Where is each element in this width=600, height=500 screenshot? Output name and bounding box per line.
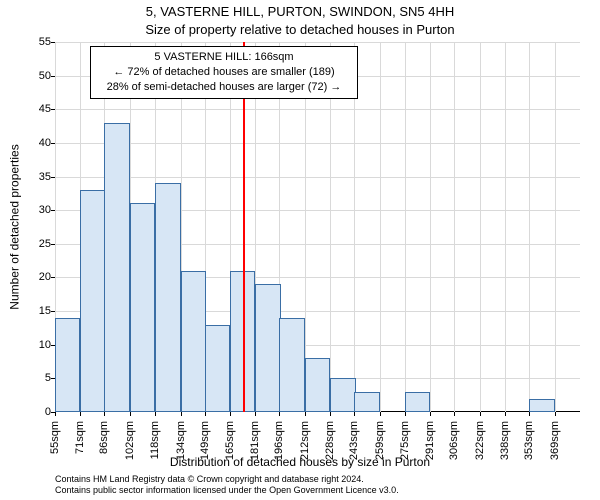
chart-subtitle: Size of property relative to detached ho…	[0, 22, 600, 37]
gridline-v	[380, 42, 381, 412]
xtick-mark	[380, 412, 381, 416]
y-axis-label: Number of detached properties	[8, 42, 22, 412]
ytick-label: 50	[23, 70, 51, 82]
gridline-v	[505, 42, 506, 412]
histogram-bar	[55, 318, 80, 412]
gridline-v	[480, 42, 481, 412]
xtick-mark	[454, 412, 455, 416]
footer: Contains HM Land Registry data © Crown c…	[55, 474, 399, 496]
xtick-mark	[230, 412, 231, 416]
histogram-bar	[330, 378, 355, 412]
ytick-label: 40	[23, 137, 51, 149]
histogram-bar	[279, 318, 304, 412]
annotation-line: ← 72% of detached houses are smaller (18…	[97, 65, 351, 80]
gridline-v	[430, 42, 431, 412]
xtick-mark	[305, 412, 306, 416]
xtick-mark	[529, 412, 530, 416]
xtick-mark	[330, 412, 331, 416]
gridline-h	[55, 109, 580, 110]
ytick-label: 20	[23, 271, 51, 283]
ytick-label: 5	[23, 372, 51, 384]
histogram-bar	[181, 271, 206, 412]
histogram-bar	[354, 392, 379, 412]
xtick-mark	[155, 412, 156, 416]
xtick-label: 55sqm	[49, 421, 61, 454]
xtick-label: 71sqm	[74, 421, 86, 454]
histogram-bar	[305, 358, 330, 412]
xtick-mark	[480, 412, 481, 416]
y-axis-label-text: Number of detached properties	[8, 144, 22, 309]
gridline-v	[454, 42, 455, 412]
xtick-mark	[279, 412, 280, 416]
xtick-mark	[354, 412, 355, 416]
gridline-v	[529, 42, 530, 412]
histogram-bar	[255, 284, 280, 412]
plot-area: 051015202530354045505555sqm71sqm86sqm102…	[55, 42, 580, 412]
xtick-label: 86sqm	[98, 421, 110, 454]
ytick-label: 30	[23, 204, 51, 216]
xtick-mark	[255, 412, 256, 416]
annotation-line: 28% of semi-detached houses are larger (…	[97, 80, 351, 95]
xtick-mark	[104, 412, 105, 416]
gridline-v	[405, 42, 406, 412]
histogram-bar	[80, 190, 105, 412]
histogram-bar	[529, 399, 554, 412]
ytick-label: 25	[23, 238, 51, 250]
histogram-bar	[130, 203, 155, 412]
xtick-mark	[80, 412, 81, 416]
xtick-mark	[430, 412, 431, 416]
x-axis-label: Distribution of detached houses by size …	[0, 455, 600, 469]
histogram-bar	[205, 325, 230, 412]
ytick-label: 45	[23, 103, 51, 115]
chart-container: 5, VASTERNE HILL, PURTON, SWINDON, SN5 4…	[0, 0, 600, 500]
footer-line-1: Contains HM Land Registry data © Crown c…	[55, 474, 399, 485]
gridline-v	[555, 42, 556, 412]
gridline-h	[55, 177, 580, 178]
histogram-bar	[155, 183, 180, 412]
annotation-line: 5 VASTERNE HILL: 166sqm	[97, 50, 351, 65]
xtick-mark	[181, 412, 182, 416]
ytick-label: 35	[23, 171, 51, 183]
xtick-mark	[205, 412, 206, 416]
xtick-mark	[55, 412, 56, 416]
xtick-mark	[130, 412, 131, 416]
xtick-mark	[505, 412, 506, 416]
xtick-mark	[405, 412, 406, 416]
xtick-mark	[555, 412, 556, 416]
ytick-label: 15	[23, 305, 51, 317]
chart-title: 5, VASTERNE HILL, PURTON, SWINDON, SN5 4…	[0, 4, 600, 19]
ytick-label: 55	[23, 36, 51, 48]
histogram-bar	[405, 392, 430, 412]
xtick-label: 118sqm	[149, 421, 161, 459]
ytick-label: 10	[23, 339, 51, 351]
annotation-box: 5 VASTERNE HILL: 166sqm← 72% of detached…	[90, 46, 358, 99]
gridline-h	[55, 143, 580, 144]
ytick-label: 0	[23, 406, 51, 418]
footer-line-2: Contains public sector information licen…	[55, 485, 399, 496]
gridline-h	[55, 42, 580, 43]
histogram-bar	[104, 123, 129, 412]
